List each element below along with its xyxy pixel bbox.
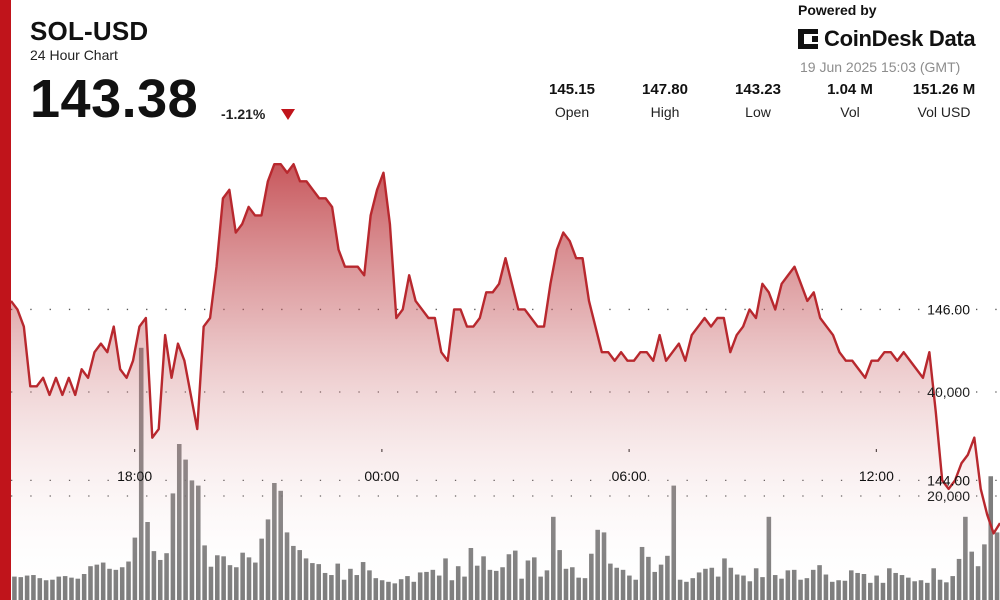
stat-high: 147.80 High [615,81,715,120]
volume-axis-label: 20,000 [927,488,970,504]
volume-axis-label: 40,000 [927,384,970,400]
brand-name: CoinDesk Data [824,26,976,51]
price-line [10,162,1000,535]
price-change: -1.21% [221,106,266,122]
stat-vol-usd-label: Vol USD [917,104,971,120]
price-area [11,164,1000,600]
stats-row: 145.15 Open 147.80 High 143.23 Low 1.04 … [520,81,1000,123]
x-tick-label: 00:00 [364,468,399,484]
stat-vol-usd-value: 151.26 M [912,81,976,98]
timestamp: 19 Jun 2025 15:03 (GMT) [800,59,961,75]
chart-subtitle: 24 Hour Chart [30,47,118,63]
y-tick-label: 146.00 [927,301,970,317]
x-tick-label: 06:00 [612,468,647,484]
brand-logo: CoinDesk Data [798,26,976,52]
stat-high-value: 147.80 [642,81,688,98]
stat-high-label: High [650,104,680,120]
stat-low: 143.23 Low [708,81,808,120]
stat-low-value: 143.23 [735,81,781,98]
stat-vol-label: Vol [840,104,860,120]
current-price: 143.38 [30,69,199,129]
powered-by-label: Powered by [798,2,877,18]
stat-open-label: Open [554,104,590,120]
axis-labels: 18:00 00:00 06:00 12:00 146.00 144.00 40,000 20… [117,301,970,504]
accent-bar [0,0,11,600]
stat-low-label: Low [745,104,771,120]
stat-vol-usd: 151.26 M Vol USD [894,81,994,120]
x-tick-label: 12:00 [859,468,894,484]
stat-vol: 1.04 M Vol [800,81,900,120]
ticker-symbol: SOL-USD [30,16,149,46]
stat-open-value: 145.15 [549,81,595,98]
coindesk-logo-icon [798,29,818,49]
x-tick-label: 18:00 [117,468,152,484]
stat-open: 145.15 Open [522,81,622,120]
down-arrow-icon [281,109,295,120]
y-tick-label: 144.00 [927,472,970,488]
stat-vol-value: 1.04 M [827,81,873,98]
